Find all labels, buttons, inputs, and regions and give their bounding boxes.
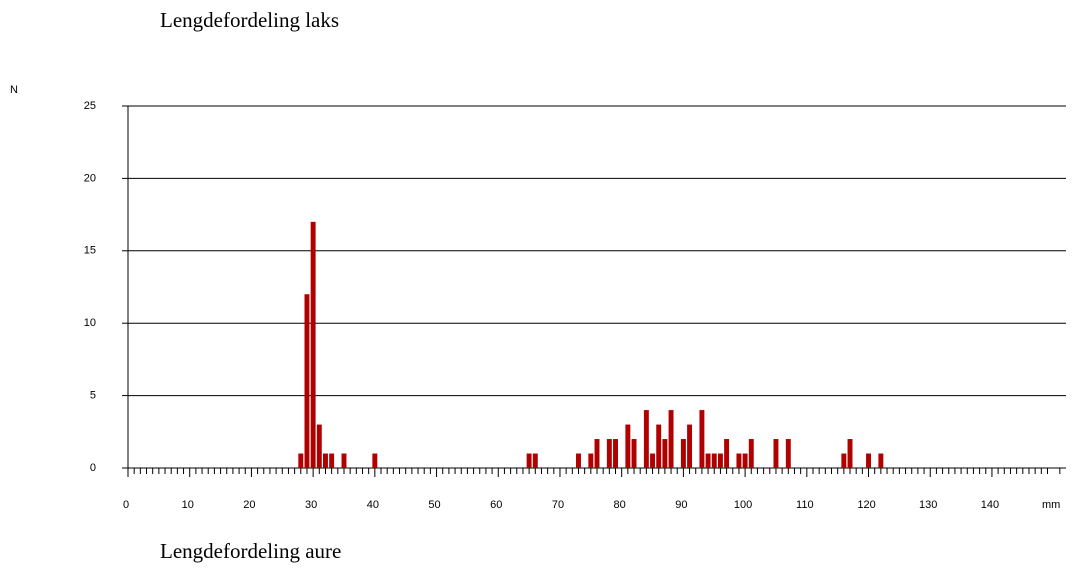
bar [705, 453, 711, 468]
x-tick-label: 90 [675, 499, 687, 511]
bar [736, 453, 742, 468]
bar [594, 439, 600, 468]
bar [662, 439, 668, 468]
bar [785, 439, 791, 468]
bar [866, 453, 871, 468]
bar [316, 424, 322, 468]
bar [773, 439, 779, 468]
y-tick-label: 25 [84, 100, 96, 112]
bar [742, 453, 748, 468]
bar [687, 424, 693, 468]
x-tick-label: 40 [367, 499, 379, 511]
bar [532, 453, 538, 468]
x-tick-label: 20 [243, 499, 255, 511]
bar [341, 453, 347, 468]
bar [724, 439, 730, 468]
bar [625, 424, 631, 468]
bar [699, 410, 705, 468]
y-tick-label: 15 [84, 245, 96, 257]
bar [643, 410, 649, 468]
bar [878, 453, 884, 468]
bar [650, 453, 656, 468]
x-axis-label: mm [1042, 499, 1060, 511]
bar [372, 453, 378, 468]
x-tick-label: 110 [796, 499, 814, 511]
x-tick-label: 30 [305, 499, 317, 511]
x-tick-label: 70 [552, 499, 564, 511]
bar [847, 439, 853, 468]
bar [526, 453, 532, 468]
chart-title: Lengdefordeling aure [160, 539, 341, 563]
x-tick-label: 140 [981, 499, 999, 511]
bar [606, 439, 612, 468]
bar [304, 294, 310, 468]
bar [588, 453, 594, 468]
bar [329, 453, 335, 468]
y-axis-label: N [10, 84, 18, 96]
x-tick-label: 80 [614, 499, 626, 511]
bar [310, 221, 316, 468]
bar [656, 424, 662, 468]
bar [680, 439, 686, 468]
y-tick-label: 10 [84, 317, 96, 329]
bar [711, 453, 717, 468]
x-tick-label: 0 [123, 499, 129, 511]
x-tick-label: 120 [857, 499, 875, 511]
bar [748, 439, 754, 468]
bar [717, 453, 723, 468]
bar [841, 453, 847, 468]
x-tick-label: 130 [919, 499, 937, 511]
bar [576, 453, 581, 468]
x-tick-label: 60 [490, 499, 502, 511]
x-tick-label: 100 [734, 499, 752, 511]
y-tick-label: 0 [90, 462, 96, 474]
bar [298, 453, 304, 468]
bar [613, 439, 618, 468]
bar [668, 410, 674, 468]
chart-title: Lengdefordeling laks [160, 8, 339, 32]
x-tick-label: 10 [182, 499, 194, 511]
bar [323, 453, 328, 468]
y-tick-label: 20 [84, 172, 96, 184]
x-tick-label: 50 [428, 499, 440, 511]
bar [631, 439, 637, 468]
y-tick-label: 5 [90, 390, 96, 402]
